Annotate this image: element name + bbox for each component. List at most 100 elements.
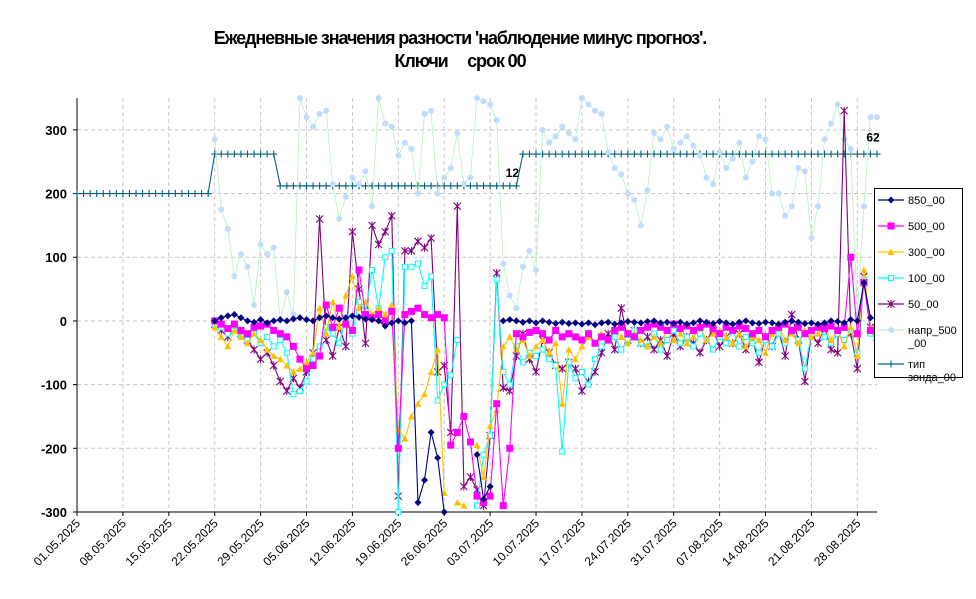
data-point-850-00 [309,317,317,325]
data-point-850-00 [611,320,619,328]
data-point-500-00 [276,330,284,338]
data-point-50-00 [663,351,672,360]
data-point-850-00 [283,317,291,325]
data-point-850-00 [853,317,861,325]
data-point-50-00 [505,386,514,395]
data-point-100-00 [683,333,690,340]
data-point-850-00 [237,314,245,322]
data-point-тип-зонда-00 [703,150,711,158]
data-point-500-00 [447,441,455,449]
data-point-850-00 [827,317,835,325]
data-point-100-00 [598,343,605,350]
data-point-напр-500-00 [565,130,572,137]
data-point-500-00 [866,326,874,334]
data-point-300-00 [421,390,429,398]
data-point-напр-500-00 [421,110,428,117]
data-point-50-00 [407,246,416,255]
data-point-тип-зонда-00 [257,150,265,158]
data-point-напр-500-00 [546,139,553,146]
data-point-500-00 [821,325,829,333]
data-point-300-00 [722,333,730,340]
data-point-850-00 [348,312,356,320]
data-point-500-00 [539,330,547,338]
data-point-850-00 [617,319,625,327]
data-point-100-00 [723,340,730,347]
data-point-850-00 [696,317,704,325]
data-point-300-00 [689,333,697,340]
data-point-300-00 [762,349,770,356]
data-point-850-00 [768,319,776,327]
data-point-тип-зонда-00 [683,150,691,158]
data-point-тип-зонда-00 [643,150,651,158]
data-point-100-00 [290,391,297,398]
data-point-напр-500-00 [578,95,585,101]
data-point-напр-500-00 [828,120,835,127]
data-point-100-00 [519,359,526,366]
data-point-напр-500-00 [401,139,408,146]
data-point-850-00 [762,318,770,326]
data-point-100-00 [710,346,717,353]
data-point-300-00 [211,323,219,331]
data-point-50-00 [381,227,390,236]
data-point-850-00 [676,318,684,326]
data-point-50-00 [578,386,586,395]
data-point-100-00 [395,509,402,515]
data-point-300-00 [289,368,297,375]
data-point-напр-500-00 [231,273,238,280]
data-point-500-00 [394,444,402,452]
data-point-100-00 [414,260,421,267]
data-point-500-00 [289,342,297,350]
data-point-напр-500-00 [388,123,395,130]
data-point-напр-500-00 [519,263,526,270]
series-group [73,95,881,516]
data-point-300-00 [558,400,566,407]
data-point-500-00 [414,304,422,312]
data-point-300-00 [565,346,573,353]
data-point-500-00 [676,325,684,333]
data-point-тип-зонда-00 [775,150,783,158]
data-point-100-00 [749,340,756,347]
data-point-тип-зонда-00 [368,182,376,190]
data-point-100-00 [592,356,599,363]
data-point-850-00 [473,451,481,459]
data-point-напр-500-00 [369,203,376,210]
data-point-тип-зонда-00 [375,182,383,190]
data-point-850-00 [545,318,553,326]
data-point-тип-зонда-00 [611,150,619,158]
data-point-300-00 [525,352,533,359]
data-point-напр-500-00 [559,123,566,130]
data-point-500-00 [499,502,507,510]
data-point-500-00 [729,326,737,334]
data-point-100-00 [493,276,500,283]
data-point-500-00 [657,323,665,331]
data-point-напр-500-00 [224,225,231,232]
data-point-50-00 [361,339,370,348]
data-point-50-00 [420,243,429,252]
data-point-напр-500-00 [821,136,828,143]
data-point-напр-500-00 [769,190,776,197]
data-point-напр-500-00 [592,107,599,114]
data-point-тип-зонда-00 [768,150,776,158]
data-point-500-00 [237,326,245,334]
data-point-напр-500-00 [493,117,500,124]
data-point-300-00 [709,330,717,337]
data-point-напр-500-00 [480,98,487,105]
y-tick-label: -100 [41,378,67,393]
data-point-500-00 [617,323,625,331]
data-point-тип-зонда-00 [440,182,448,190]
data-point-100-00 [769,343,776,350]
data-point-500-00 [466,438,474,446]
data-point-850-00 [401,319,409,327]
data-point-850-00 [689,319,697,327]
data-point-850-00 [755,319,763,327]
y-tick-label: 200 [45,187,67,202]
data-point-500-00 [591,339,599,347]
data-point-100-00 [696,330,703,337]
data-point-850-00 [525,317,533,325]
data-point-тип-зонда-00 [512,182,520,190]
data-point-тип-зонда-00 [348,182,356,190]
data-point-тип-зонда-00 [178,190,186,198]
data-point-500-00 [735,322,743,330]
data-point-850-00 [552,319,560,327]
data-point-850-00 [598,319,606,327]
